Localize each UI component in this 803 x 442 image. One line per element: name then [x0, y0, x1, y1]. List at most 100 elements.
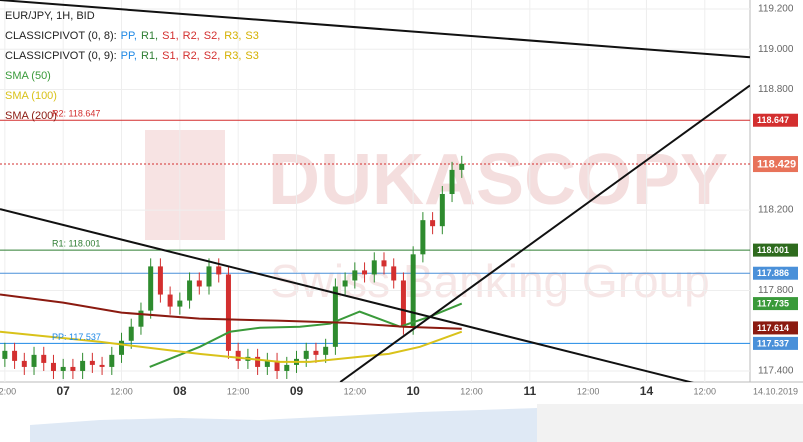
candle-body — [31, 354, 37, 367]
candle-body — [264, 360, 270, 367]
candle-body — [157, 266, 163, 295]
level-label: PP: 117.537 — [52, 332, 101, 342]
legend-item: S3 — [245, 30, 258, 42]
sma-line — [0, 330, 463, 363]
legend-entry: SMA (200) — [5, 110, 57, 122]
candle-body — [235, 350, 241, 361]
candle-body — [187, 280, 193, 301]
candle-body — [449, 169, 455, 195]
candle-body — [400, 280, 406, 327]
legend: EUR/JPY, 1H, BID CLASSICPIVOT (0, 8): PP, R… — [5, 10, 259, 122]
candle-body — [89, 360, 95, 365]
candle-body — [41, 354, 47, 363]
price-tag-label: 117.537 — [757, 338, 789, 348]
x-tick-label: 12:00 — [344, 386, 367, 396]
x-tick-label: 08 — [173, 384, 187, 398]
candle-body — [177, 300, 183, 307]
x-tick-label: 09 — [290, 384, 304, 398]
candle-body — [323, 346, 329, 355]
candle-body — [313, 350, 319, 355]
legend-header: EUR/JPY, 1H, BID — [5, 10, 95, 22]
candle-body — [21, 360, 27, 367]
legend-prefix: CLASSICPIVOT (0, 9): — [5, 50, 117, 62]
trend-line — [0, 208, 694, 382]
legend-item: S2, — [204, 30, 221, 42]
price-tag — [753, 321, 798, 335]
candle-body — [430, 220, 436, 227]
navigator-area — [30, 408, 537, 442]
candle-body — [70, 366, 76, 371]
candle-body — [439, 194, 445, 227]
price-tag — [753, 266, 798, 280]
x-tick-label: 12:00 — [460, 386, 483, 396]
x-tick-label: 11 — [523, 384, 536, 398]
candle-body — [60, 366, 66, 371]
candle-body — [50, 362, 56, 371]
x-tick-label: 10 — [406, 384, 420, 398]
y-tick-label: 119.200 — [758, 4, 794, 15]
candle-body — [352, 270, 358, 281]
x-tick-label: 07 — [57, 384, 71, 398]
candle-body — [274, 360, 280, 371]
candle-body — [12, 350, 18, 361]
legend-entry: SMA (50) — [5, 70, 51, 82]
x-tick-label: 12:00 — [0, 386, 16, 396]
legend-item: R1, — [141, 30, 158, 42]
candle-body — [381, 260, 387, 267]
candle-body — [391, 266, 397, 281]
candle-body — [332, 286, 338, 347]
candle-body — [284, 364, 290, 371]
candle-body — [128, 326, 134, 341]
y-tick-label: 118.200 — [758, 205, 794, 216]
candle-body — [167, 294, 173, 307]
price-tag-label: 118.647 — [757, 115, 789, 125]
candle-body — [2, 350, 8, 359]
candle-body — [342, 280, 348, 287]
candle-body — [362, 270, 368, 275]
price-tag-label: 118.429 — [757, 158, 796, 170]
candle-body — [255, 356, 261, 367]
legend-item: PP, — [121, 50, 137, 62]
price-tag — [753, 297, 798, 311]
price-tag — [753, 243, 798, 257]
watermark-text: DUKASCOPY — [268, 140, 728, 220]
legend-entry: CLASSICPIVOT (0, 9): PP, R1, S1, R2, S2, R3, S3 — [5, 50, 259, 62]
y-tick-label: 119.000 — [758, 44, 794, 55]
legend-entry: CLASSICPIVOT (0, 8): PP, R1, S1, R2, S2, R3, S3 — [5, 30, 259, 42]
candle-body — [303, 350, 309, 359]
x-tick-label: 14 — [640, 384, 654, 398]
legend-item: S2, — [204, 50, 221, 62]
candle-body — [410, 254, 416, 327]
candle-body — [371, 260, 377, 275]
candle-body — [138, 310, 144, 327]
legend-item: R2, — [183, 30, 200, 42]
candle-body — [216, 266, 222, 275]
legend-item: R2, — [183, 50, 200, 62]
trend-line — [339, 84, 750, 382]
price-tag-label: 117.614 — [757, 323, 789, 333]
candle-body — [459, 163, 465, 170]
price-tag — [753, 113, 798, 127]
y-tick-label: 117.400 — [758, 366, 794, 377]
legend-prefix: CLASSICPIVOT (0, 8): — [5, 30, 117, 42]
price-tag — [753, 156, 798, 173]
candle-body — [99, 364, 105, 367]
level-label: R2: 118.647 — [52, 109, 100, 119]
candle-body — [109, 354, 115, 367]
price-tag-label: 117.886 — [757, 268, 789, 278]
watermark-logo — [145, 130, 225, 240]
x-tick-label: 12:00 — [694, 386, 717, 396]
legend-item: PP, — [121, 30, 137, 42]
x-tick-label: 12:00 — [227, 386, 250, 396]
sma-line — [149, 302, 463, 368]
price-tag — [753, 336, 798, 350]
navigator-window — [537, 404, 803, 442]
x-tick-label: 12:00 — [577, 386, 600, 396]
y-tick-label: 117.800 — [758, 285, 794, 296]
candle-body — [206, 266, 212, 287]
candle-body — [225, 274, 231, 351]
plot — [0, 0, 750, 382]
